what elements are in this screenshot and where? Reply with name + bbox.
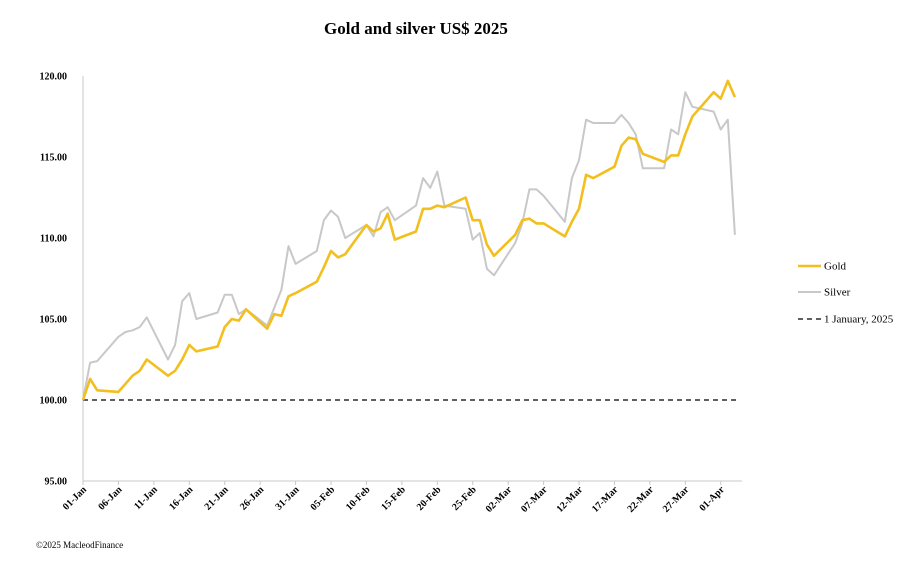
- x-tick-label: 10-Feb: [344, 484, 373, 513]
- x-tick-label: 22-Mar: [625, 484, 656, 515]
- x-tick-label: 17-Mar: [590, 484, 621, 515]
- legend: Gold Silver 1 January, 2025: [798, 261, 894, 326]
- x-tick-label: 26-Jan: [238, 484, 267, 513]
- legend-item-silver: Silver: [798, 287, 851, 299]
- legend-item-gold: Gold: [798, 261, 847, 273]
- y-tick-label: 115.00: [40, 153, 67, 164]
- x-tick-labels: 01-Jan 06-Jan 11-Jan 16-Jan 21-Jan 26-Jan 31-J…: [61, 481, 727, 515]
- x-tick-label: 16-Jan: [167, 484, 196, 513]
- y-tick-labels: 95.00 100.00 105.00 110.00 115.00 120.00: [40, 72, 68, 488]
- y-tick-label: 100.00: [40, 396, 68, 407]
- x-tick-label: 25-Feb: [450, 484, 479, 513]
- x-tick-label: 01-Apr: [697, 484, 727, 514]
- x-tick-label: 12-Mar: [555, 484, 586, 515]
- series-line-gold: [81, 79, 737, 401]
- copyright-credit: ©2025 MacleodFinance: [36, 540, 123, 550]
- x-tick-label: 05-Feb: [309, 484, 338, 513]
- x-tick-label: 01-Jan: [61, 484, 90, 513]
- x-tick-label: 27-Mar: [661, 484, 692, 515]
- x-tick-label: 11-Jan: [132, 484, 160, 512]
- x-tick-label: 21-Jan: [203, 484, 232, 513]
- x-tick-label: 02-Mar: [484, 484, 515, 515]
- y-tick-label: 105.00: [40, 315, 68, 326]
- x-tick-label: 06-Jan: [96, 484, 125, 513]
- legend-label-reference: 1 January, 2025: [824, 314, 894, 326]
- y-tick-label: 120.00: [40, 72, 68, 83]
- x-tick-label: 20-Feb: [415, 484, 444, 513]
- legend-item-reference: 1 January, 2025: [798, 314, 894, 326]
- series-line-silver: [82, 91, 736, 401]
- y-tick-label: 110.00: [40, 234, 67, 245]
- y-tick-label: 95.00: [45, 477, 68, 488]
- legend-label-gold: Gold: [824, 261, 847, 273]
- x-tick-label: 31-Jan: [273, 484, 302, 513]
- plot-area: 95.00 100.00 105.00 110.00 115.00 120.00 01-J…: [40, 72, 742, 515]
- legend-label-silver: Silver: [824, 287, 851, 299]
- x-tick-label: 07-Mar: [519, 484, 550, 515]
- chart-title: Gold and silver US$ 2025: [324, 19, 508, 38]
- x-tick-label: 15-Feb: [379, 484, 408, 513]
